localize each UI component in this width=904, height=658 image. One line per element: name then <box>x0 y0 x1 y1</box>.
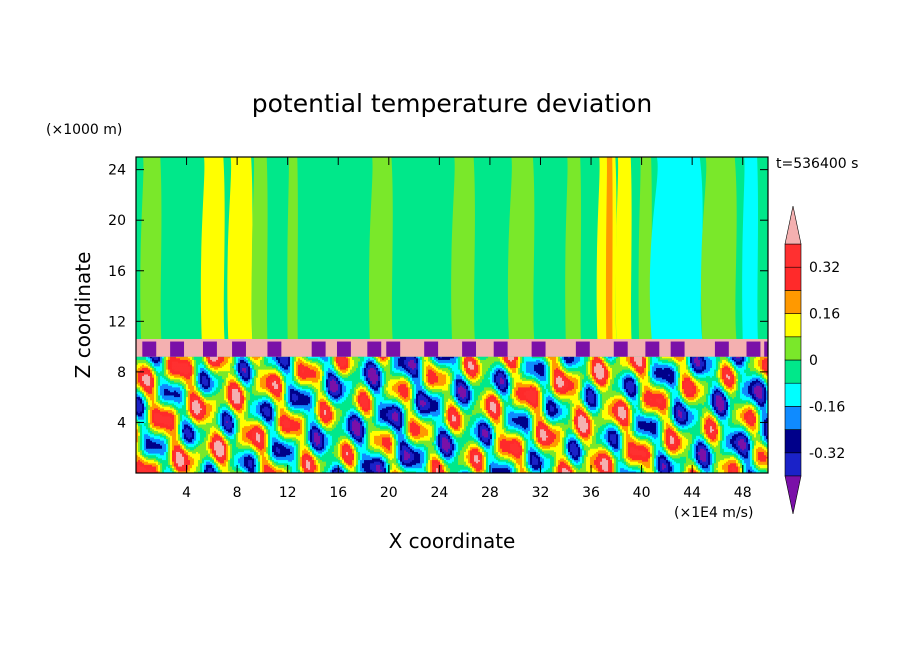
chart-title: potential temperature deviation <box>252 89 652 118</box>
tropopause-blob <box>170 342 184 357</box>
upper-band <box>742 157 758 339</box>
colorbar-tick-label: 0 <box>809 353 818 369</box>
colorbar-box <box>785 314 801 337</box>
tropopause-blob <box>142 342 156 357</box>
x-tick-label: 36 <box>582 485 600 501</box>
y-tick-label: 24 <box>108 163 126 179</box>
y-tick-label: 12 <box>108 314 126 330</box>
upper-band <box>201 157 225 339</box>
colorbar-extend-low <box>785 476 801 514</box>
colorbar-box <box>785 383 801 406</box>
y-tick-label: 16 <box>108 264 126 280</box>
upper-band <box>252 157 268 339</box>
upper-band <box>369 157 393 339</box>
tropopause-blob <box>424 342 438 357</box>
upper-band <box>227 157 252 339</box>
y-unit-label: (×1000 m) <box>46 122 122 138</box>
x-tick-label: 48 <box>734 485 752 501</box>
tropopause-blob <box>386 342 400 357</box>
x-tick-label: 40 <box>633 485 651 501</box>
colorbar: 0.32 0.16 0 -0.16 -0.32 <box>785 206 845 514</box>
tropopause-blob <box>203 342 217 357</box>
x-tick-label: 44 <box>683 485 701 501</box>
colorbar-tick-label: -0.32 <box>809 446 845 462</box>
tropopause-blob <box>462 342 476 357</box>
tropopause-blob <box>671 342 685 357</box>
tropopause-blob <box>267 342 281 357</box>
upper-band <box>701 157 737 339</box>
colorbar-box <box>785 360 801 383</box>
upper-band <box>508 157 534 339</box>
tropopause-blob <box>532 342 546 357</box>
colorbar-box <box>785 337 801 360</box>
colorbar-box <box>785 267 801 290</box>
lower-turbulent-layer <box>136 357 768 474</box>
colorbar-box <box>785 290 801 313</box>
x-tick-label: 24 <box>430 485 448 501</box>
y-tick-label: 8 <box>117 365 126 381</box>
tropopause-blob <box>312 342 326 357</box>
colorbar-tick-label: 0.32 <box>809 260 840 276</box>
tropopause-blob <box>747 342 761 357</box>
colorbar-box <box>785 406 801 429</box>
upper-band <box>650 157 703 339</box>
x-tick-label: 12 <box>279 485 297 501</box>
colorbar-extend-high <box>785 206 801 244</box>
tropopause-blob <box>614 342 628 357</box>
y-tick-label: 20 <box>108 213 126 229</box>
x-tick-label: 8 <box>233 485 242 501</box>
x-axis-label: X coordinate <box>389 529 516 553</box>
time-label: t=536400 s <box>776 156 858 172</box>
tropopause-blob <box>645 342 659 357</box>
colorbar-tick-label: -0.16 <box>809 399 845 415</box>
upper-band <box>639 157 652 339</box>
x-tick-label: 16 <box>329 485 347 501</box>
y-axis-label: Z coordinate <box>71 252 95 379</box>
heatmap-field <box>136 157 778 473</box>
y-tick-label: 4 <box>117 415 126 431</box>
x-unit-label: (×1E4 m/s) <box>674 505 753 521</box>
x-tick-label: 4 <box>182 485 191 501</box>
tropopause-blob <box>764 342 778 357</box>
tropopause-blob <box>337 342 351 357</box>
x-tick-label: 20 <box>380 485 398 501</box>
colorbar-box <box>785 453 801 476</box>
x-tick-label: 32 <box>532 485 550 501</box>
upper-band <box>287 157 298 339</box>
upper-band <box>616 157 632 339</box>
tropopause-blob <box>715 342 729 357</box>
colorbar-box <box>785 430 801 453</box>
tropopause-blob <box>367 342 381 357</box>
upper-band <box>606 157 613 339</box>
x-tick-label: 28 <box>481 485 499 501</box>
colorbar-box <box>785 244 801 267</box>
tropopause-blob <box>576 342 590 357</box>
upper-band <box>140 157 161 339</box>
upper-band <box>451 157 475 339</box>
colorbar-tick-label: 0.16 <box>809 307 840 323</box>
tropopause-blob <box>232 342 246 357</box>
upper-band <box>565 157 581 339</box>
tropopause-blob <box>494 342 508 357</box>
